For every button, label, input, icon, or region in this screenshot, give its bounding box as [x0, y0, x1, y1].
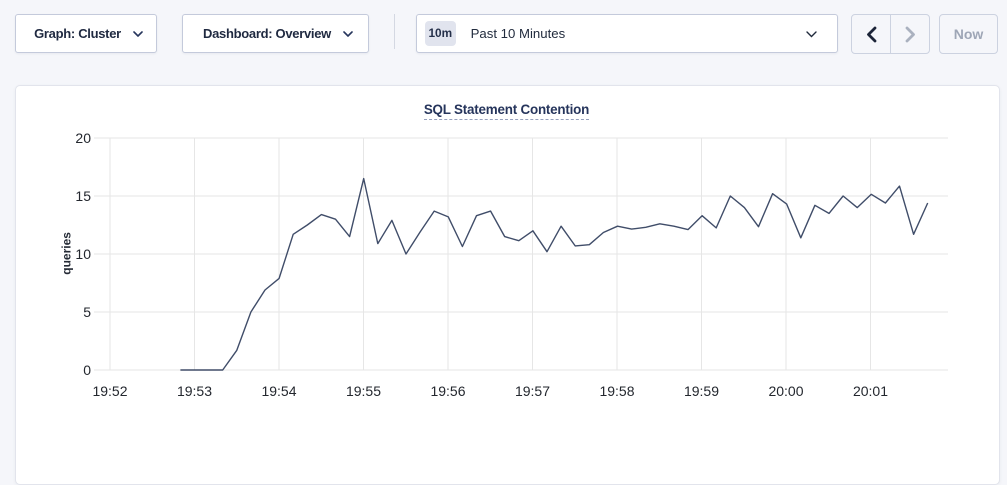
- svg-text:15: 15: [75, 188, 91, 204]
- svg-text:10: 10: [75, 246, 91, 262]
- svg-text:5: 5: [83, 304, 91, 320]
- svg-text:20:01: 20:01: [853, 383, 888, 399]
- svg-text:19:52: 19:52: [92, 383, 127, 399]
- svg-text:19:58: 19:58: [599, 383, 634, 399]
- svg-text:19:57: 19:57: [515, 383, 550, 399]
- svg-text:19:54: 19:54: [261, 383, 296, 399]
- svg-text:19:59: 19:59: [684, 383, 719, 399]
- svg-text:20:00: 20:00: [768, 383, 803, 399]
- svg-text:20: 20: [75, 130, 91, 146]
- svg-text:19:55: 19:55: [346, 383, 381, 399]
- svg-text:19:53: 19:53: [177, 383, 212, 399]
- svg-text:0: 0: [83, 362, 91, 378]
- svg-text:19:56: 19:56: [430, 383, 465, 399]
- svg-text:queries: queries: [60, 232, 74, 275]
